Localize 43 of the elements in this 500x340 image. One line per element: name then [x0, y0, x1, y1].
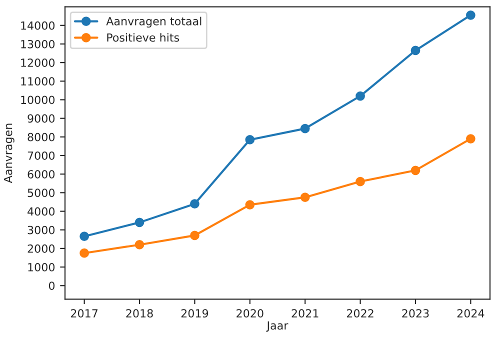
- point: [80, 232, 90, 242]
- point: [356, 176, 365, 186]
- point: [190, 199, 200, 209]
- y-tick-label: 9000: [28, 114, 55, 123]
- y-tick-label: 13000: [21, 40, 55, 48]
- point: [300, 192, 310, 202]
- legend-label: Positieve hits: [107, 33, 180, 42]
- x-tick-label: 2021: [292, 309, 318, 318]
- point: [245, 200, 255, 210]
- point: [245, 135, 255, 144]
- x-tick-label: 2022: [346, 309, 374, 318]
- y-axis-title: Aanvragen: [4, 124, 14, 184]
- point: [134, 240, 144, 250]
- y-tick-label: 3000: [28, 226, 55, 234]
- x-tick-label: 2019: [181, 309, 208, 318]
- y-tick-label: 5000: [28, 188, 55, 198]
- point: [134, 218, 144, 228]
- x-tick-label: 2023: [402, 309, 429, 318]
- point: [300, 124, 310, 134]
- point: [410, 166, 420, 176]
- y-tick-label: 10000: [21, 96, 55, 104]
- legend-label: Aanvragen totaal: [106, 16, 202, 28]
- x-tick-label: 2018: [126, 309, 153, 318]
- y-tick-label: 7000: [28, 151, 55, 160]
- x-tick-label: 2017: [70, 309, 98, 318]
- y-tick-label: 6000: [28, 170, 55, 178]
- y-tick-label: 14000: [21, 21, 55, 30]
- y-tick-label: 8000: [28, 132, 55, 142]
- point: [190, 230, 200, 240]
- y-tick-label: 4000: [28, 207, 55, 216]
- y-tick-label: 11000: [21, 77, 55, 86]
- x-axis-title: Jaar: [266, 321, 288, 332]
- y-tick-label: 0: [48, 282, 55, 290]
- y-tick-label: 12000: [21, 58, 55, 67]
- point: [80, 248, 90, 258]
- y-tick-label: 1000: [28, 263, 55, 272]
- point: [356, 91, 365, 101]
- y-tick-label: 2000: [28, 244, 55, 253]
- point: [410, 46, 420, 56]
- x-tick-label: 2024: [457, 309, 484, 318]
- x-tick-label: 2020: [236, 309, 264, 318]
- point: [466, 134, 476, 144]
- point: [466, 10, 476, 20]
